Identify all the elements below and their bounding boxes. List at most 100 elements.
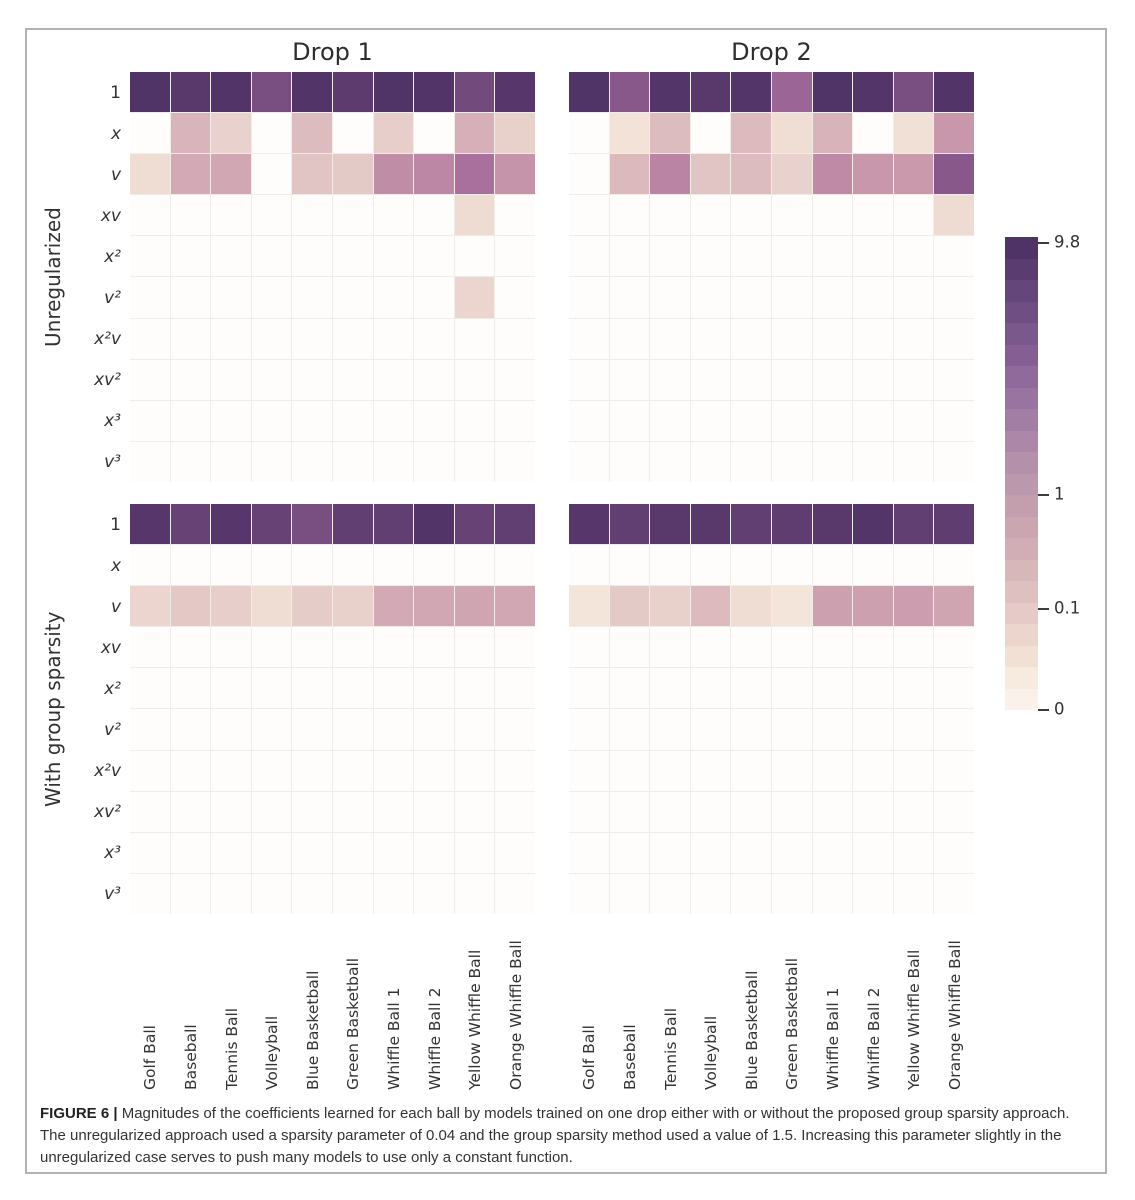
- row-label: v³: [104, 883, 121, 904]
- heatmap-cell: [373, 832, 414, 873]
- heatmap-cell: [130, 668, 170, 709]
- heatmap-cell: [414, 154, 454, 195]
- heatmap-cell: [934, 545, 974, 586]
- heatmap-cell: [893, 586, 934, 627]
- heatmap-cell: [853, 441, 893, 482]
- heatmap-cell: [292, 154, 332, 195]
- heatmap-cell: [690, 195, 731, 236]
- heatmap-cell: [690, 154, 731, 195]
- heatmap-cell: [853, 154, 893, 195]
- heatmap-cell: [650, 750, 690, 791]
- heatmap-cell: [569, 72, 609, 113]
- heatmap-cell: [650, 709, 690, 750]
- heatmap-cell: [650, 586, 690, 627]
- heatmap-cell: [251, 709, 292, 750]
- heatmap-cell: [414, 318, 454, 359]
- heatmap-cell: [771, 113, 812, 154]
- heatmap-cell: [934, 195, 974, 236]
- heatmap-cell: [609, 709, 650, 750]
- column-label: Golf Ball: [580, 1025, 599, 1090]
- heatmap-cell: [771, 236, 812, 277]
- row-label: 1: [110, 514, 121, 535]
- heatmap-cell: [292, 545, 332, 586]
- heatmap-cell: [650, 277, 690, 318]
- heatmap-cell: [569, 441, 609, 482]
- heatmap-cell: [853, 750, 893, 791]
- row-label: xv²: [94, 801, 121, 822]
- heatmap-cell: [211, 400, 251, 441]
- heatmap-cell: [650, 236, 690, 277]
- heatmap-cell: [893, 236, 934, 277]
- heatmap-cell: [812, 277, 853, 318]
- heatmap-cell: [893, 113, 934, 154]
- heatmap-cell: [893, 400, 934, 441]
- heatmap-cell: [934, 72, 974, 113]
- heatmap-cell: [292, 359, 332, 400]
- heatmap-cell: [373, 277, 414, 318]
- heatmap-cell: [731, 318, 771, 359]
- row-label: x: [110, 123, 121, 144]
- heatmap-cell: [934, 154, 974, 195]
- heatmap-cell: [495, 277, 535, 318]
- heatmap-cell: [731, 750, 771, 791]
- column-label: Volleyball: [702, 1015, 721, 1090]
- heatmap-cell: [130, 277, 170, 318]
- heatmap-cell: [211, 545, 251, 586]
- heatmap-cell: [414, 113, 454, 154]
- heatmap-cell: [454, 154, 495, 195]
- colorbar-segment: [1005, 409, 1038, 431]
- heatmap-cell: [812, 318, 853, 359]
- heatmap-cell: [853, 236, 893, 277]
- heatmap-cell: [292, 668, 332, 709]
- heatmap-cell: [292, 318, 332, 359]
- heatmap-cell: [332, 154, 373, 195]
- heatmap-cell: [130, 586, 170, 627]
- heatmap-cell: [934, 277, 974, 318]
- heatmap-cell: [853, 709, 893, 750]
- heatmap-cell: [853, 791, 893, 832]
- heatmap-cell: [650, 668, 690, 709]
- heatmap-cell: [292, 72, 332, 113]
- heatmap-group-sparsity-drop2: [569, 504, 974, 914]
- heatmap-cell: [609, 504, 650, 545]
- heatmap-cell: [893, 750, 934, 791]
- heatmap-cell: [495, 873, 535, 914]
- heatmap-cell: [569, 791, 609, 832]
- heatmap-cell: [211, 504, 251, 545]
- heatmap-cell: [130, 709, 170, 750]
- heatmap-cell: [373, 359, 414, 400]
- heatmap-cell: [812, 400, 853, 441]
- heatmap-cell: [211, 709, 251, 750]
- heatmap-cell: [170, 504, 211, 545]
- heatmap-cell: [414, 586, 454, 627]
- heatmap-cell: [650, 72, 690, 113]
- heatmap-cell: [170, 236, 211, 277]
- heatmap-cell: [170, 832, 211, 873]
- heatmap-cell: [251, 318, 292, 359]
- heatmap-cell: [569, 627, 609, 668]
- heatmap-unregularized-drop1: [130, 72, 535, 482]
- heatmap-cell: [812, 195, 853, 236]
- heatmap-cell: [650, 113, 690, 154]
- figure-border: Drop 1 Drop 2 Unregularized With group s…: [25, 28, 1107, 1174]
- heatmap-cell: [454, 791, 495, 832]
- heatmap-cell: [650, 154, 690, 195]
- heatmap-cell: [373, 504, 414, 545]
- row-label: v²: [104, 287, 121, 308]
- heatmap-cell: [130, 72, 170, 113]
- heatmap-cell: [893, 791, 934, 832]
- heatmap-cell: [130, 791, 170, 832]
- heatmap-cell: [609, 873, 650, 914]
- heatmap-cell: [934, 441, 974, 482]
- heatmap-cell: [569, 586, 609, 627]
- heatmap-cell: [414, 400, 454, 441]
- heatmap-cell: [934, 400, 974, 441]
- column-label: Baseball: [620, 1024, 639, 1090]
- heatmap-cell: [731, 154, 771, 195]
- row-label: x²: [104, 246, 121, 267]
- heatmap-cell: [650, 504, 690, 545]
- heatmap-cell: [251, 586, 292, 627]
- heatmap-cell: [893, 441, 934, 482]
- heatmap-cell: [292, 236, 332, 277]
- heatmap-cell: [454, 504, 495, 545]
